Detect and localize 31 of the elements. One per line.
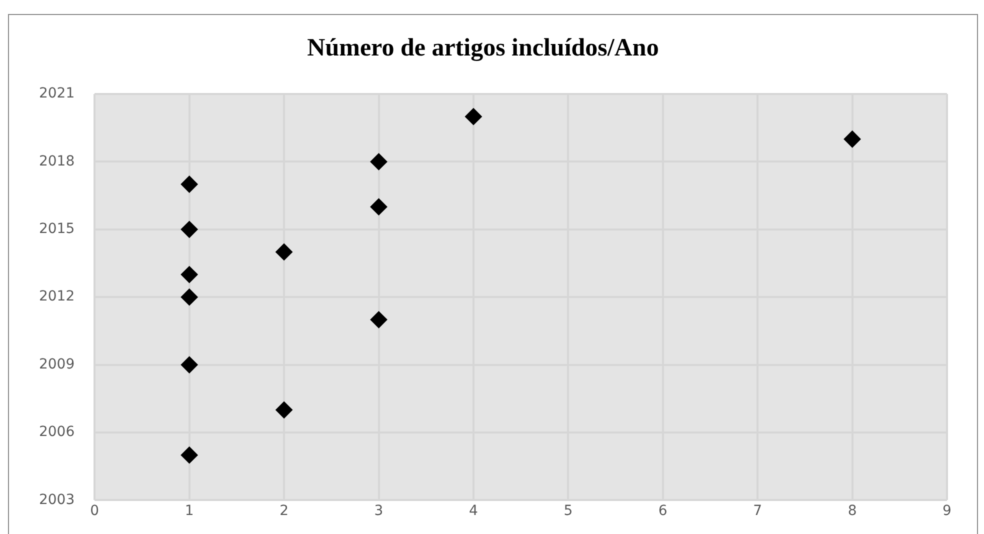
point (180, 266, 198, 284)
point (370, 198, 388, 216)
y-tick-label: 2006 (38, 424, 75, 440)
x-tick-label: 4 (469, 503, 478, 520)
y-tick-label: 2003 (38, 492, 75, 508)
x-tick-label: 2 (280, 503, 289, 520)
x-tick-label: 8 (848, 503, 857, 520)
x-tick-label: 7 (753, 503, 762, 520)
point (180, 288, 198, 306)
point (180, 446, 198, 464)
y-tick-label: 2015 (38, 221, 75, 238)
point (180, 220, 198, 238)
point (370, 311, 388, 328)
point (276, 401, 293, 418)
point (844, 130, 861, 148)
y-tick-label: 2009 (38, 356, 75, 372)
point (464, 108, 482, 126)
chart-title: Número de artigos incluídos/Ano (307, 34, 659, 62)
x-tick-label: 0 (90, 503, 100, 520)
y-tick-label: 2018 (38, 153, 75, 170)
x-tick-label: 3 (374, 503, 384, 520)
y-tick-label: 2021 (38, 86, 75, 102)
point (370, 153, 388, 170)
x-tick-label: 1 (184, 503, 194, 520)
point (276, 243, 293, 260)
point (180, 176, 198, 193)
x-tick-label: 5 (564, 503, 573, 520)
y-tick-label: 2012 (38, 288, 75, 305)
x-tick-label: 9 (942, 503, 952, 520)
x-tick-label: 6 (658, 503, 668, 520)
point (180, 356, 198, 374)
